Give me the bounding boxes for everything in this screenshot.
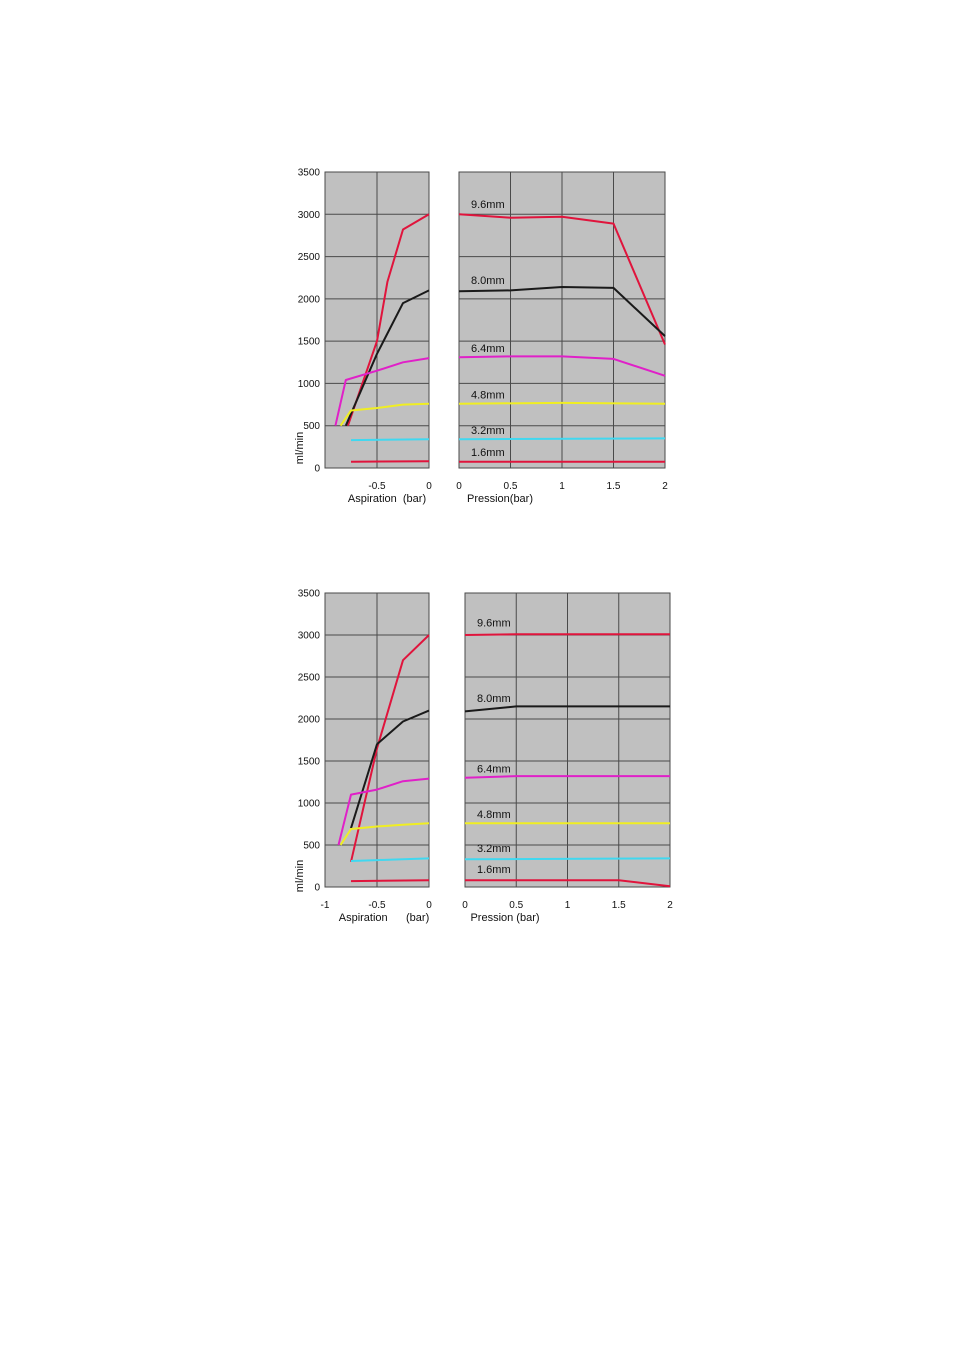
series-line	[339, 822, 430, 846]
x-tick-label: -0.5	[368, 481, 386, 492]
y-tick-label: 3000	[298, 631, 321, 642]
x-axis-title: Pression (bar)	[470, 912, 539, 924]
right-panel: 9.6mm 8.0mm 6.4mm 4.8mm 3.2mm 1.6mm 0 0.5 1 1.5 2 P…	[456, 171, 668, 505]
y-axis-title: ml/min	[294, 860, 306, 892]
y-tick-label: 1000	[298, 799, 321, 810]
y-tick-label: 2500	[298, 252, 321, 263]
series-label: 8.0mm	[471, 275, 505, 287]
series-line-8-0mm	[458, 286, 666, 337]
y-tick-label: 1500	[298, 757, 321, 768]
series-line	[346, 213, 430, 427]
series-line-6-4mm	[458, 355, 666, 377]
y-tick-label: 0	[314, 464, 320, 475]
x-tick-label: 0	[426, 481, 432, 492]
series-line-3-2mm	[464, 857, 671, 861]
series-line	[339, 402, 430, 427]
y-tick-label: 1000	[298, 379, 321, 390]
x-tick-label: 0	[456, 481, 462, 492]
series-label: 6.4mm	[471, 343, 505, 355]
y-tick-label: 1500	[298, 337, 321, 348]
y-tick-label: 0	[314, 883, 320, 894]
series-line-3-2mm	[458, 437, 666, 441]
x-axis-title: Aspiration (bar)	[348, 493, 426, 505]
right-panel: 9.6mm 8.0mm 6.4mm 4.8mm 3.2mm 1.6mm 0 0.5 1 1.5 2 P…	[462, 592, 673, 924]
series-line	[350, 438, 430, 442]
x-tick-label: 1.5	[607, 481, 621, 492]
series-line-8-0mm	[464, 705, 670, 713]
y-tick-label: 2000	[298, 294, 321, 305]
series-label: 9.6mm	[471, 199, 505, 211]
y-tick-label: 3000	[298, 210, 321, 221]
series-line	[334, 357, 430, 426]
x-tick-label: 1	[565, 900, 571, 911]
series-line-1-6mm	[465, 879, 671, 888]
series-line	[344, 289, 430, 427]
series-line	[337, 777, 430, 846]
series-label: 9.6mm	[477, 617, 511, 629]
x-tick-label: 0.5	[504, 481, 518, 492]
y-tick-label: 2000	[298, 715, 321, 726]
x-axis-title: Aspiration (bar)	[339, 912, 429, 924]
series-label: 3.2mm	[477, 843, 511, 855]
series-line	[350, 857, 430, 862]
series-line-4-8mm	[458, 401, 666, 405]
y-tick-label: 500	[303, 421, 320, 432]
x-tick-label: 2	[667, 900, 673, 911]
y-tick-label: 500	[303, 841, 320, 852]
x-tick-label: -0.5	[368, 900, 386, 911]
series-line	[350, 709, 430, 829]
series-label: 3.2mm	[471, 425, 505, 437]
x-axis-title: Pression(bar)	[467, 493, 533, 505]
chart-2: 0 500 1000 1500 2000 2500 3000 3500 ml/min -1 -0.5…	[294, 589, 673, 925]
series-label: 4.8mm	[471, 389, 505, 401]
x-tick-label: 0.5	[509, 900, 523, 911]
series-line-6-4mm	[464, 775, 670, 779]
series-line	[350, 460, 430, 463]
series-line-9-6mm	[464, 633, 670, 636]
x-tick-label: 0	[462, 900, 468, 911]
series-label: 6.4mm	[477, 763, 511, 775]
x-tick-label: 1	[559, 481, 565, 492]
series-label: 1.6mm	[477, 864, 511, 876]
x-tick-label: 1.5	[612, 900, 626, 911]
series-line	[350, 879, 430, 883]
y-tick-label: 3500	[298, 168, 321, 179]
x-tick-label: -1	[321, 900, 330, 911]
y-tick-label: 3500	[298, 589, 321, 600]
x-tick-label: 0	[426, 900, 432, 911]
series-label: 8.0mm	[477, 693, 511, 705]
x-tick-label: 2	[662, 481, 668, 492]
series-label: 1.6mm	[471, 447, 505, 459]
y-tick-label: 2500	[298, 673, 321, 684]
y-axis-title: ml/min	[294, 432, 306, 464]
series-line-9-6mm	[458, 213, 666, 345]
series-line	[350, 634, 430, 863]
series-label: 4.8mm	[477, 809, 511, 821]
